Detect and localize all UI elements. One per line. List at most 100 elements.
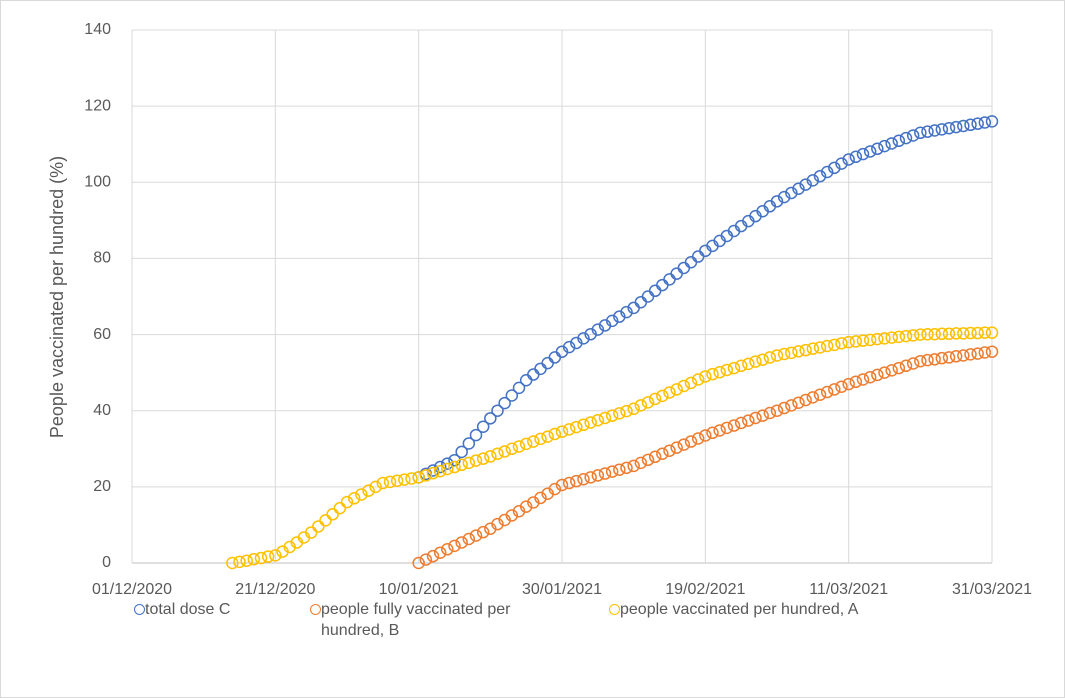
data-point [326,508,339,521]
data-point [462,456,476,470]
data-point [749,355,762,368]
data-point [957,119,970,133]
data-point [699,370,712,383]
data-point [749,411,762,425]
data-point [541,430,554,443]
data-point [541,356,554,370]
legend-marker [134,604,145,615]
data-point [892,330,906,344]
data-point [412,556,425,570]
data-point [670,267,683,280]
y-tick-label: 60 [93,326,111,343]
data-point [899,329,913,343]
legend-marker [310,604,321,615]
data-point [319,514,332,527]
data-point [820,385,834,399]
data-point [713,424,726,437]
data-point [699,429,712,442]
data-point [519,500,533,513]
x-tick-label: 01/12/2020 [92,581,172,598]
data-point [512,381,526,395]
data-point [584,416,597,429]
data-point [906,329,920,342]
data-point [713,366,726,379]
data-point [484,412,497,425]
y-tick-label: 40 [93,402,111,419]
y-tick-label: 120 [84,97,111,114]
data-point [620,305,633,319]
data-point [806,391,820,404]
data-point [462,532,476,546]
data-point [663,386,676,399]
data-point [605,409,619,422]
data-point [835,337,848,350]
data-point [942,327,956,341]
legend-item: people fully vaccinated per hundred, B [310,599,571,641]
data-point [455,536,468,549]
data-point [971,117,984,130]
data-point [971,326,984,340]
data-point [921,125,934,138]
data-point [591,413,605,427]
data-point [935,327,949,341]
data-point [684,376,698,390]
data-point [770,195,784,208]
data-point [949,120,963,134]
data-point [233,555,246,569]
data-point [562,340,576,354]
data-point [584,471,597,484]
data-point [534,432,547,446]
data-point [613,463,626,476]
data-point [792,345,805,358]
data-point [691,432,705,445]
data-point [691,373,705,386]
data-point [906,357,920,370]
data-point [355,488,368,501]
data-point [935,123,949,136]
data-point [842,335,855,349]
data-point [813,341,827,354]
data-point [426,549,440,563]
data-point [620,404,633,418]
data-point [885,331,898,344]
data-point [577,332,590,345]
data-point [727,361,741,375]
data-point [455,445,468,459]
data-point [570,474,583,488]
data-point [949,350,963,363]
data-point [519,374,533,387]
data-point [799,178,812,191]
data-point [598,467,612,480]
data-point [656,278,669,292]
data-point [799,343,812,357]
data-point [677,261,691,275]
x-tick-label: 30/01/2021 [522,581,602,598]
x-tick-label: 10/01/2021 [379,581,459,598]
data-point [405,472,418,485]
data-point [906,129,920,142]
data-point [914,126,927,140]
data-point [591,323,605,336]
legend-item: people vaccinated per hundred, A [609,599,1040,620]
data-point [577,472,590,486]
data-point [770,349,784,362]
data-point [570,420,583,434]
data-point [591,469,605,482]
data-point [942,121,956,135]
data-point [978,116,992,129]
y-tick-label: 140 [84,21,111,38]
data-point [448,539,461,553]
y-tick-label: 20 [93,478,111,495]
data-point [390,474,404,488]
data-point [641,290,655,303]
data-point [562,423,576,436]
data-point [785,399,798,412]
data-point [964,326,977,340]
data-point [441,543,454,556]
data-point [598,411,612,425]
data-point [491,447,504,460]
data-point [433,546,447,559]
data-point [813,169,827,183]
data-point [398,473,411,486]
